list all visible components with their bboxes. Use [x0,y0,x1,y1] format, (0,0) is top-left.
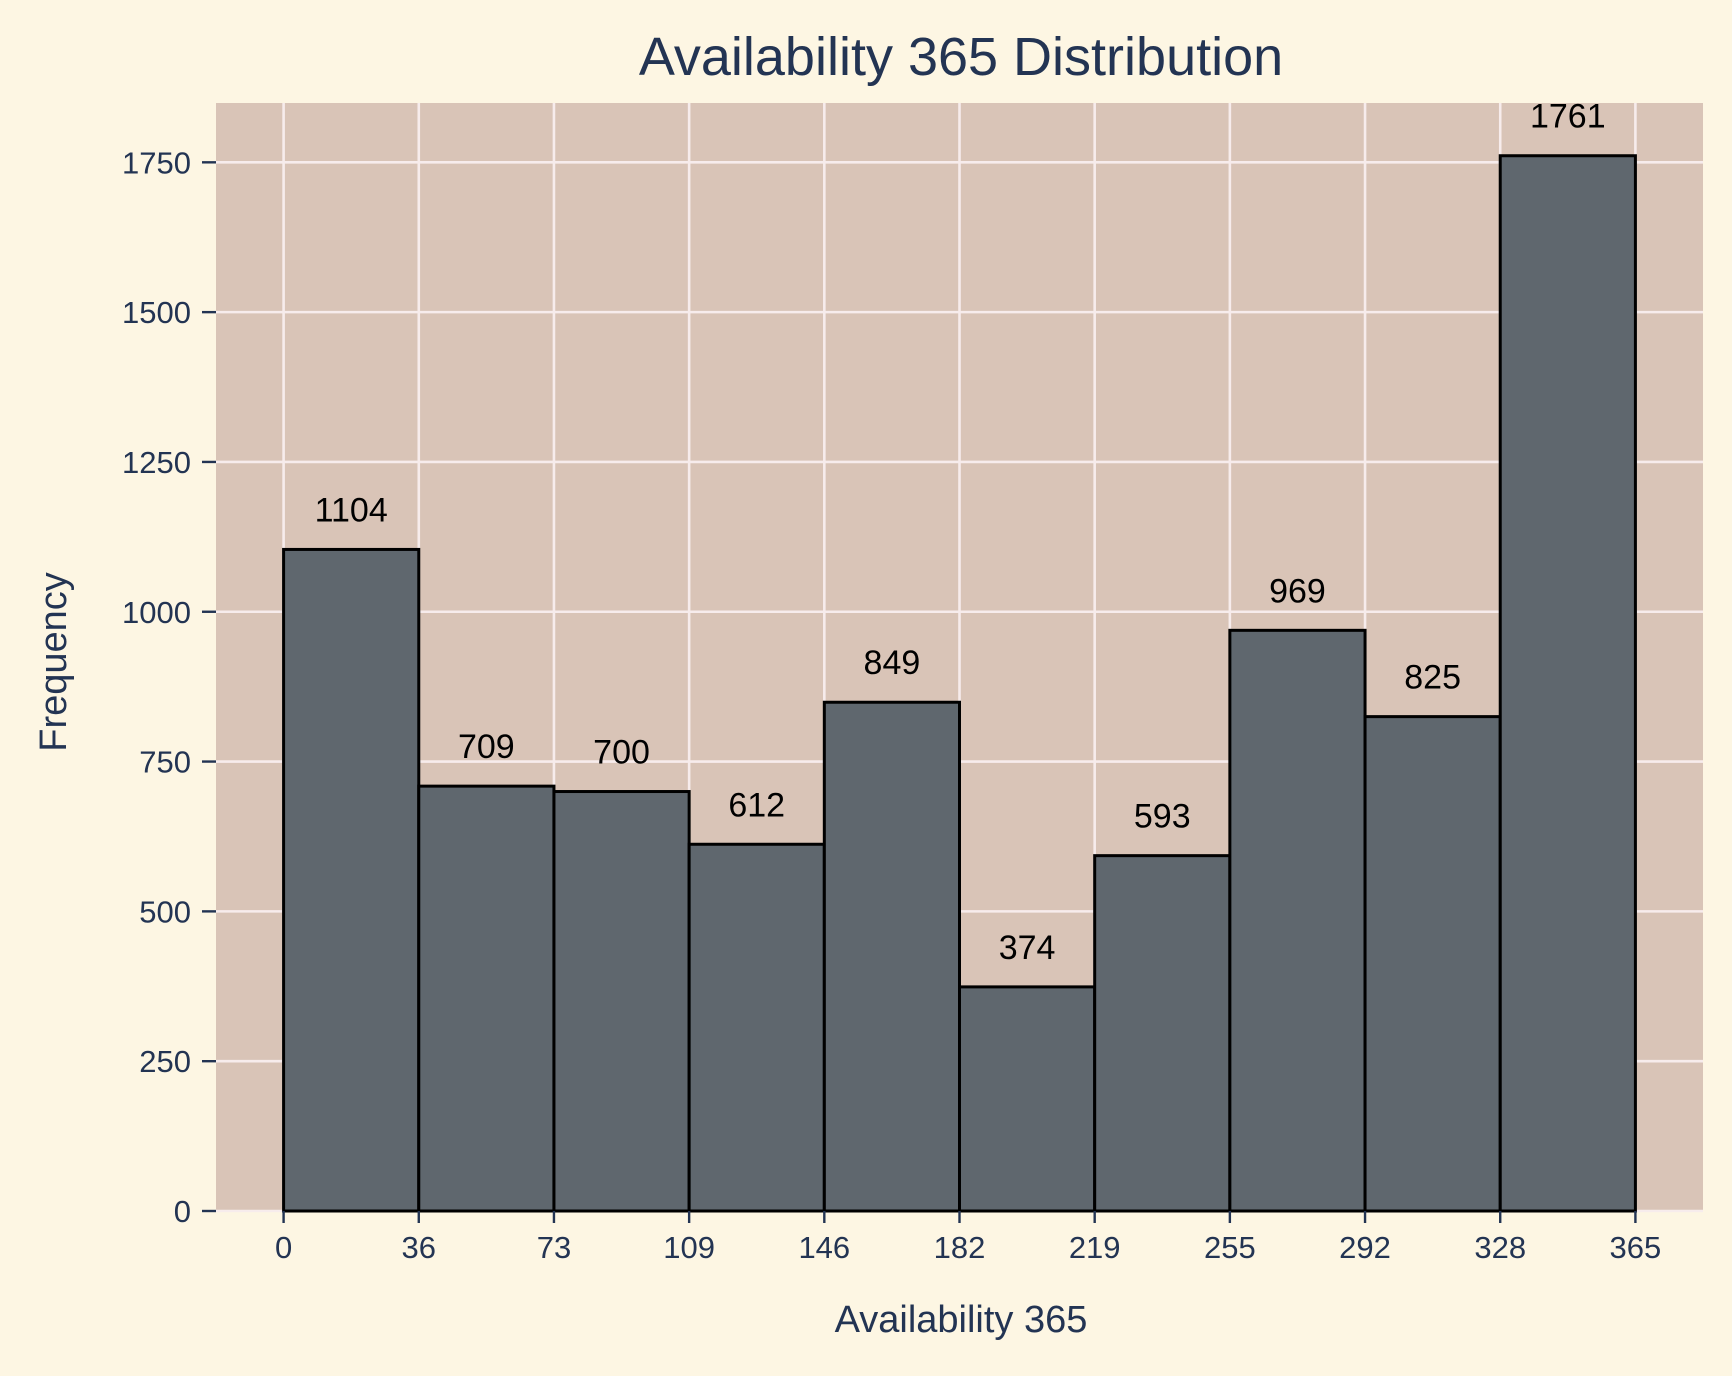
data-labels: 1104 709 700 612 849 374 593 969 825 1761 [315,98,1606,967]
bar [958,985,1097,1213]
x-tick-label: 255 [1204,1230,1256,1265]
x-tick-label: 36 [402,1230,436,1265]
x-tick-label: 292 [1339,1230,1391,1265]
bar [417,784,556,1213]
y-tick-label: 250 [139,1044,191,1079]
bar-value-label: 700 [593,734,650,772]
bar-value-label: 593 [1134,798,1191,836]
x-tick-label: 0 [275,1230,292,1265]
bar-value-label: 612 [728,786,785,824]
y-tick-label: 1750 [122,145,191,180]
bars [282,154,1637,1213]
axes: 0 36 73 109 146 182 219 255 292 328 365 0 250 500 750 1… [122,145,1661,1265]
x-tick-label: 182 [934,1230,986,1265]
y-tick-label: 500 [139,894,191,929]
bar [822,700,961,1213]
x-tick-label: 365 [1610,1230,1662,1265]
bar-value-label: 1104 [315,491,388,529]
y-tick-label: 750 [139,745,191,780]
chart-title: Availability 365 Distribution [639,27,1283,87]
x-tick-label: 219 [1069,1230,1121,1265]
bar-value-label: 849 [864,644,921,682]
bar [1093,854,1232,1213]
bar-value-label: 969 [1269,572,1326,610]
y-tick-label: 1000 [122,595,191,630]
bar-value-label: 374 [999,929,1056,967]
x-tick-label: 109 [663,1230,715,1265]
bar-value-label: 825 [1404,659,1461,697]
bar [1498,154,1637,1213]
bar [687,842,826,1213]
bar [1363,715,1502,1213]
y-tick-label: 0 [174,1194,191,1229]
x-axis-label: Availability 365 [835,1299,1088,1341]
y-axis-label: Frequency [33,572,75,752]
x-tick-label: 146 [798,1230,850,1265]
x-tick-label: 73 [537,1230,571,1265]
bar-value-label: 1761 [1530,98,1606,136]
y-tick-label: 1250 [122,445,191,480]
bar [552,790,691,1213]
bar-value-label: 709 [458,728,515,766]
x-tick-label: 328 [1474,1230,1526,1265]
y-tick-label: 1500 [122,295,191,330]
bar [282,547,421,1213]
bar [1228,628,1367,1213]
